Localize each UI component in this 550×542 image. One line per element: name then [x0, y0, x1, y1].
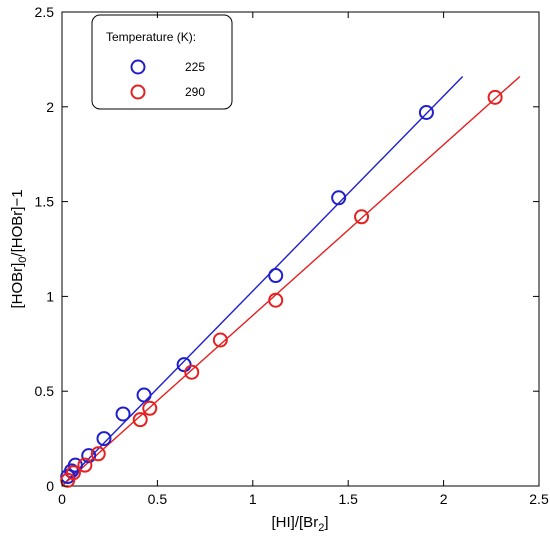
x-tick-label: 1 — [249, 491, 257, 507]
y-tick-label: 0.5 — [35, 383, 55, 399]
legend-box — [91, 14, 233, 110]
x-axis-label: [HI]/[Br2] — [272, 514, 329, 534]
data-point-290 — [184, 364, 200, 380]
fit-line-225 — [61, 75, 464, 487]
data-point-225 — [136, 387, 152, 403]
legend-label-290: 290 — [185, 85, 205, 99]
data-point-290 — [90, 446, 106, 462]
legend: Temperature (K): 225 290 — [91, 14, 233, 110]
data-point-225 — [115, 406, 131, 422]
legend-label-225: 225 — [185, 60, 205, 74]
fit-line-290 — [61, 75, 521, 487]
data-point-225 — [67, 457, 83, 473]
data-point-290 — [142, 400, 158, 416]
x-tick-label: 0 — [58, 491, 66, 507]
y-axis-label: [HOBr]0/[HOBr]−1 — [9, 189, 29, 308]
x-tick-label: 2.5 — [529, 491, 549, 507]
y-tick-label: 2 — [46, 99, 54, 115]
y-tick-label: 1.5 — [35, 194, 55, 210]
data-point-290 — [487, 89, 503, 105]
y-tick-label: 1 — [46, 288, 54, 304]
y-tick-label: 2.5 — [35, 4, 55, 20]
data-point-225 — [331, 190, 347, 206]
y-tick-label: 0 — [46, 478, 54, 494]
data-point-290 — [268, 292, 284, 308]
data-point-225 — [176, 357, 192, 373]
x-tick-label: 1.5 — [338, 491, 358, 507]
legend-marker-225 — [130, 59, 146, 75]
data-point-290 — [65, 465, 81, 481]
x-tick-label: 2 — [440, 491, 448, 507]
data-point-290 — [354, 209, 370, 225]
x-tick-label: 0.5 — [148, 491, 168, 507]
data-point-290 — [77, 457, 93, 473]
plot-area — [61, 11, 540, 487]
data-point-225 — [96, 431, 112, 447]
data-point-225 — [268, 268, 284, 284]
legend-marker-290 — [130, 84, 146, 100]
data-point-290 — [212, 332, 228, 348]
legend-title: Temperature (K): — [106, 30, 196, 44]
data-point-225 — [418, 104, 434, 120]
data-point-225 — [81, 448, 97, 464]
data-point-290 — [132, 412, 148, 428]
